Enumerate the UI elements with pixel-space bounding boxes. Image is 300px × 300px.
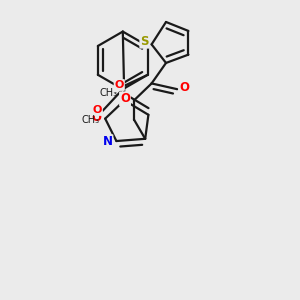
Text: O: O (92, 111, 102, 124)
Text: N: N (102, 135, 112, 148)
Text: CH₃: CH₃ (81, 115, 99, 125)
Text: O: O (120, 92, 130, 105)
Text: CH₃: CH₃ (99, 88, 117, 98)
Text: O: O (115, 80, 124, 90)
Text: O: O (179, 81, 189, 94)
Text: O: O (92, 105, 102, 115)
Text: S: S (140, 35, 149, 48)
